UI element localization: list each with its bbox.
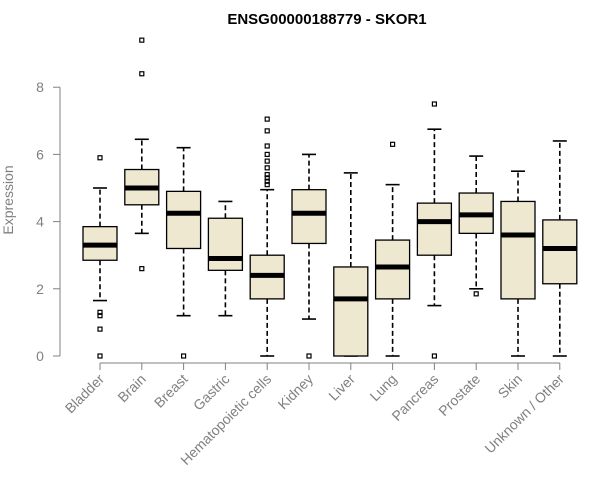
iqr-box xyxy=(416,202,453,256)
iqr-box xyxy=(374,239,411,300)
y-tick-label: 2 xyxy=(36,281,44,297)
outlier-point xyxy=(139,266,145,272)
x-tick-label: Lung xyxy=(366,371,399,404)
box-group xyxy=(291,153,327,359)
box-group xyxy=(458,155,494,297)
outlier-point xyxy=(139,37,145,43)
x-tick-label: Kidney xyxy=(275,371,317,413)
chart-title: ENSG00000188779 - SKOR1 xyxy=(227,11,426,28)
plot-area xyxy=(82,37,578,359)
box-group xyxy=(333,172,369,357)
iqr-box xyxy=(291,189,327,245)
outlier-point xyxy=(97,326,103,332)
outlier-point xyxy=(264,178,270,184)
x-tick-label: Liver xyxy=(325,371,358,404)
x-tick-label: Bladder xyxy=(62,371,108,417)
outlier-point xyxy=(264,116,270,122)
outlier-point xyxy=(97,155,103,161)
outlier-point xyxy=(97,353,103,359)
y-tick-label: 4 xyxy=(36,214,44,230)
y-tick-label: 0 xyxy=(36,348,44,364)
x-tick-label: Prostate xyxy=(435,371,483,419)
outlier-point xyxy=(264,175,270,181)
iqr-box xyxy=(542,219,578,285)
outlier-point xyxy=(473,291,479,297)
x-tick-label: Skin xyxy=(495,371,526,402)
y-tick-label: 8 xyxy=(36,79,44,95)
outlier-point xyxy=(264,182,270,188)
box-group xyxy=(416,101,453,359)
outlier-point xyxy=(264,171,270,178)
outlier-point xyxy=(139,71,145,77)
box-group xyxy=(207,200,244,317)
y-axis: 0 2 4 6 8 xyxy=(36,79,61,364)
outlier-point xyxy=(97,309,103,315)
x-tick-label: Brain xyxy=(114,371,148,405)
iqr-box xyxy=(500,200,536,300)
box-group xyxy=(374,141,411,357)
y-tick-label: 6 xyxy=(36,146,44,162)
y-axis-label: Expression xyxy=(0,165,16,234)
outlier-point xyxy=(264,158,270,164)
outlier-point xyxy=(306,353,312,359)
outlier-point xyxy=(264,128,270,134)
outlier-point xyxy=(97,313,103,319)
outlier-point xyxy=(264,165,270,171)
outlier-point xyxy=(181,353,187,359)
box-group xyxy=(82,155,118,359)
box-group xyxy=(249,116,285,357)
iqr-box xyxy=(333,266,369,357)
box-group xyxy=(165,146,202,359)
outlier-point xyxy=(431,353,437,359)
box-group xyxy=(124,37,160,272)
x-tick-label: Breast xyxy=(151,371,191,411)
iqr-box xyxy=(207,217,244,271)
outlier-point xyxy=(390,141,396,147)
x-tick-label: Unknown / Other xyxy=(481,371,567,457)
box-group xyxy=(500,170,536,357)
box-group xyxy=(542,140,578,357)
iqr-box xyxy=(165,190,202,250)
outlier-point xyxy=(431,101,437,107)
outlier-point xyxy=(264,143,270,149)
outlier-point xyxy=(264,151,270,157)
